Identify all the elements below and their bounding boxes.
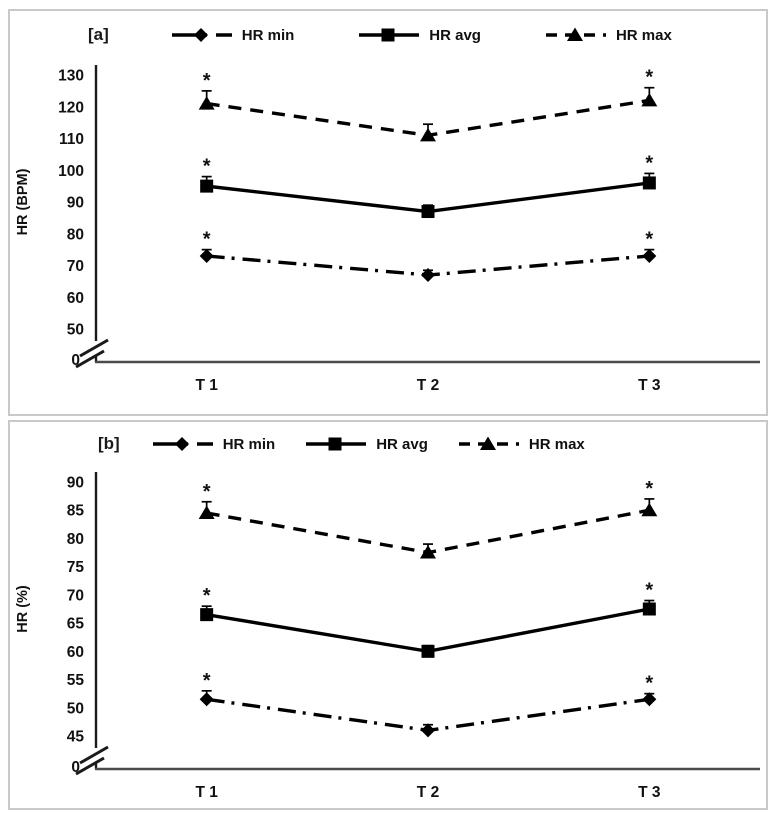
marker-square — [200, 608, 214, 622]
x-category-label: T 3 — [638, 377, 661, 394]
marker-square — [421, 205, 435, 219]
y-tick-label: 50 — [67, 700, 84, 717]
significance-asterisk: * — [203, 156, 211, 178]
y-tick-label: 65 — [67, 616, 85, 633]
panel-a-header: [a] HR min HR avg HR max — [10, 11, 766, 59]
panel-b: [b] HR min HR avg HR max 90 85 80 75 70 65 60 55 5… — [8, 420, 768, 810]
y-tick-label: 50 — [67, 322, 84, 339]
marker-triangle — [641, 92, 658, 107]
y-tick-label: 85 — [67, 503, 85, 520]
y-tick-label: 80 — [67, 226, 84, 243]
marker-diamond — [642, 248, 657, 263]
legend-label: HR max — [528, 435, 585, 453]
legend-line-sample — [171, 28, 232, 42]
axis-break-slash — [75, 349, 105, 369]
panel-a-chart: 130 120 110 100 90 80 70 60 50 0 HR (BPM) T 1 T 2 T 3… — [15, 65, 760, 394]
y-tick-label: 70 — [67, 587, 84, 604]
axis-break-slash — [79, 338, 109, 358]
panel-b-label: [b] — [98, 434, 120, 453]
legend-line-sample — [545, 27, 606, 41]
legend-item-hr-avg: HR avg — [305, 435, 428, 453]
x-category-label: T 1 — [195, 784, 218, 801]
y-tick-label: 45 — [67, 729, 85, 746]
y-tick-label: 70 — [67, 258, 84, 275]
significance-asterisk: * — [203, 229, 211, 251]
legend-line-sample — [359, 28, 420, 42]
y-tick-label: 80 — [67, 531, 84, 548]
marker-square — [642, 176, 656, 190]
legend-item-hr-max: HR max — [545, 26, 672, 44]
marker-triangle — [420, 545, 436, 559]
legend-label: HR avg — [376, 435, 428, 453]
marker-diamond — [174, 437, 189, 451]
y-tick-label: 60 — [67, 290, 84, 307]
axis-break-slash — [79, 745, 109, 765]
x-category-label: T 2 — [417, 377, 439, 394]
panel-a-label: [a] — [88, 25, 109, 44]
marker-triangle — [198, 96, 215, 110]
marker-triangle — [566, 27, 583, 41]
x-category-label: T 2 — [417, 784, 439, 801]
significance-asterisk: * — [203, 481, 211, 503]
legend-item-hr-min: HR min — [152, 435, 276, 453]
y-tick-label: 60 — [67, 644, 84, 661]
legend-line-sample — [306, 437, 367, 451]
marker-square — [642, 602, 656, 616]
significance-asterisk: * — [645, 478, 653, 500]
legend-label: HR min — [241, 26, 295, 44]
axis-break-slash — [75, 756, 105, 776]
y-tick-label: 55 — [67, 672, 85, 689]
significance-asterisk: * — [203, 70, 211, 92]
panel-a: [a] HR min HR avg HR max 130 120 110 100 90 80 7… — [8, 9, 768, 416]
marker-square — [328, 437, 342, 451]
marker-diamond — [199, 692, 214, 707]
significance-asterisk: * — [203, 585, 211, 607]
x-category-label: T 1 — [195, 377, 218, 394]
y-origin-label: 0 — [71, 759, 80, 776]
marker-square — [200, 179, 214, 193]
marker-square — [381, 28, 395, 42]
significance-asterisk: * — [645, 152, 653, 174]
legend-label: HR max — [615, 26, 672, 44]
y-axis-title: HR (BPM) — [15, 168, 31, 235]
legend-item-hr-avg: HR avg — [358, 26, 481, 44]
legend-line-sample — [152, 437, 213, 451]
y-tick-label: 130 — [58, 68, 84, 85]
y-tick-label: 90 — [67, 195, 84, 212]
panel-b-chart: 90 85 80 75 70 65 60 55 50 45 0 HR (%) T 1 T 2 T 3 * * * *… — [15, 472, 760, 801]
marker-triangle — [641, 502, 658, 517]
significance-asterisk: * — [203, 670, 211, 692]
significance-asterisk: * — [645, 229, 653, 251]
significance-asterisk: * — [645, 580, 653, 602]
legend-item-hr-max: HR max — [458, 435, 585, 453]
x-category-label: T 3 — [638, 784, 661, 801]
significance-asterisk: * — [645, 67, 653, 89]
significance-asterisk: * — [645, 673, 653, 695]
y-tick-label: 120 — [58, 99, 84, 116]
legend-label: HR avg — [429, 26, 481, 44]
marker-triangle — [479, 436, 496, 450]
y-tick-label: 110 — [59, 131, 84, 148]
marker-diamond — [421, 723, 435, 738]
marker-triangle — [420, 127, 436, 142]
panel-b-legend: HR min HR avg HR max — [152, 435, 585, 453]
legend-label: HR min — [222, 435, 276, 453]
panel-a-legend: HR min HR avg HR max — [171, 26, 672, 44]
marker-diamond — [199, 248, 214, 263]
y-axis-title: HR (%) — [15, 585, 31, 633]
marker-square — [421, 644, 435, 658]
marker-diamond — [421, 268, 435, 283]
legend-item-hr-min: HR min — [171, 26, 295, 44]
y-tick-label: 90 — [67, 475, 84, 492]
panel-b-header: [b] HR min HR avg HR max — [10, 422, 766, 466]
legend-line-sample — [458, 436, 519, 450]
marker-diamond — [642, 692, 657, 707]
y-tick-label: 75 — [67, 559, 85, 576]
y-tick-label: 100 — [58, 163, 84, 180]
marker-diamond — [193, 28, 208, 42]
marker-triangle — [198, 505, 215, 520]
y-origin-label: 0 — [71, 352, 80, 369]
